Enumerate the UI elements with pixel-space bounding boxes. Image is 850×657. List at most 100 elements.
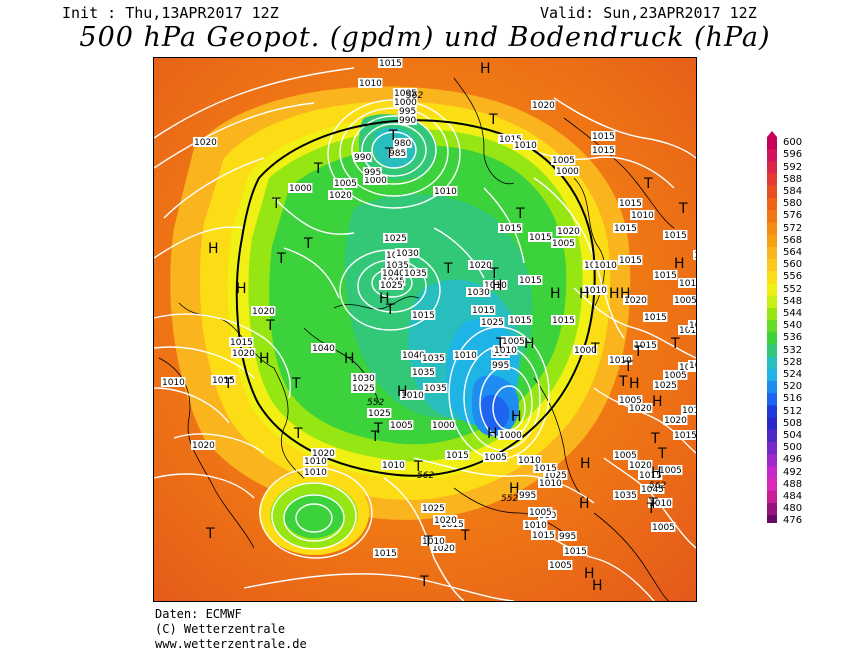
isobar-label: 1015 — [518, 275, 543, 286]
isobar-label: 1020 — [468, 260, 493, 271]
high-pressure-marker: H — [620, 286, 631, 302]
isobar-label: 1015 — [211, 375, 236, 386]
isobar-label: 1010 — [523, 520, 548, 531]
isobar-label: 1015 — [229, 337, 254, 348]
isobar-label: 1005 — [483, 452, 508, 463]
svg-text:1015: 1015 — [412, 311, 435, 321]
isobar-label: 1010 — [303, 467, 328, 478]
low-pressure-marker: T — [618, 374, 628, 390]
svg-text:1020: 1020 — [432, 544, 455, 554]
legend-label: 596 — [783, 149, 803, 161]
isobar-label: 1000 — [573, 345, 598, 356]
geopotential-label: 562 — [406, 91, 423, 101]
isobar-label: 1010 — [358, 78, 383, 89]
legend-label: 516 — [783, 393, 803, 405]
svg-text:1015: 1015 — [634, 341, 657, 351]
high-pressure-marker: H — [344, 351, 355, 367]
svg-text:1045: 1045 — [641, 485, 664, 495]
legend-swatch — [767, 210, 777, 223]
isobar-label: 1000 — [431, 420, 456, 431]
legend-label: 496 — [783, 454, 803, 466]
isobar-label: 1015 — [663, 230, 688, 241]
svg-text:1010: 1010 — [594, 261, 617, 271]
svg-text:1015: 1015 — [519, 276, 542, 286]
svg-text:1005: 1005 — [664, 371, 687, 381]
legend-label: 528 — [783, 356, 803, 368]
isobar-label: 1015 — [633, 340, 658, 351]
isobar-label: 1010 — [513, 140, 538, 151]
high-pressure-marker: H — [524, 336, 535, 352]
legend-swatch — [767, 368, 777, 382]
legend-label: 600 — [783, 137, 803, 149]
low-pressure-marker: T — [313, 161, 323, 177]
legend-swatch — [767, 393, 777, 406]
isobar-label: 1020 — [433, 515, 458, 526]
isobar-label: 1015 — [551, 315, 576, 326]
svg-text:1015: 1015 — [679, 279, 696, 289]
svg-text:1010: 1010 — [382, 461, 405, 471]
legend-swatch — [767, 332, 777, 345]
svg-text:1015: 1015 — [674, 431, 696, 441]
svg-text:1020: 1020 — [694, 251, 696, 261]
svg-text:1015: 1015 — [374, 549, 397, 559]
svg-text:990: 990 — [354, 153, 371, 163]
svg-text:1010: 1010 — [609, 356, 632, 366]
svg-text:1025: 1025 — [380, 281, 403, 291]
isobar-label: 1000 — [498, 430, 523, 441]
isobar-label: 1005 — [658, 465, 683, 476]
geopotential-label: 552 — [367, 398, 384, 408]
legend-arrow-top — [767, 131, 777, 137]
isobar-label: 995 — [491, 360, 510, 371]
low-pressure-marker: T — [370, 429, 380, 445]
isobar-label: 1005 — [501, 336, 526, 347]
svg-text:980: 980 — [394, 139, 411, 149]
svg-text:1015: 1015 — [639, 471, 662, 481]
legend-label: 520 — [783, 381, 803, 393]
svg-text:1025: 1025 — [352, 384, 375, 394]
website-link[interactable]: www.wetterzentrale.de — [155, 637, 307, 651]
isobar-label: 995 — [518, 490, 537, 501]
svg-text:1015: 1015 — [212, 376, 235, 386]
isobar-label: 1010 — [381, 460, 406, 471]
isobar-label: 1015 — [563, 546, 588, 557]
svg-text:1015: 1015 — [552, 316, 575, 326]
legend-swatch — [767, 344, 777, 358]
isobar-label: 1020 — [193, 137, 218, 148]
chart-title: 500 hPa Geopot. (gpdm) und Bodendruck (h… — [79, 22, 771, 53]
isobar-label: 1025 — [367, 408, 392, 419]
legend-swatch — [767, 161, 777, 175]
svg-text:1010: 1010 — [524, 521, 547, 531]
high-pressure-marker: H — [580, 456, 591, 472]
legend-swatch — [767, 234, 777, 248]
isobar-label: 1025 — [653, 380, 678, 391]
low-pressure-marker: T — [657, 446, 667, 462]
svg-text:1040: 1040 — [312, 344, 335, 354]
isobar-label: 1010 — [538, 478, 563, 489]
isobar-label: 1015 — [411, 310, 436, 321]
low-pressure-marker: T — [643, 176, 653, 192]
isobar-label: 1015 — [498, 223, 523, 234]
legend-label: 556 — [783, 271, 803, 283]
svg-text:1020: 1020 — [469, 261, 492, 271]
low-pressure-marker: T — [646, 501, 656, 517]
isobar-label: 1035 — [421, 353, 446, 364]
svg-text:1020: 1020 — [232, 349, 255, 359]
svg-text:995: 995 — [559, 532, 576, 542]
isobar-label: 1030 — [395, 248, 420, 259]
svg-text:1030: 1030 — [467, 288, 490, 298]
svg-text:995: 995 — [399, 107, 416, 117]
high-pressure-marker: H — [579, 496, 590, 512]
isobar-label: 1015 — [378, 58, 403, 69]
isobar-label: 1015 — [681, 405, 696, 416]
isobar-label: 1015 — [653, 270, 678, 281]
isobar-label: 1015 — [618, 198, 643, 209]
isobar-label: 1020 — [693, 250, 696, 261]
svg-text:1035: 1035 — [412, 368, 435, 378]
svg-text:1040: 1040 — [402, 351, 425, 361]
legend-label: 500 — [783, 442, 803, 454]
isobar-label: 1035 — [411, 367, 436, 378]
low-pressure-marker: T — [373, 421, 383, 437]
low-pressure-marker: T — [423, 534, 433, 550]
svg-text:1030: 1030 — [396, 249, 419, 259]
svg-text:1020: 1020 — [329, 191, 352, 201]
